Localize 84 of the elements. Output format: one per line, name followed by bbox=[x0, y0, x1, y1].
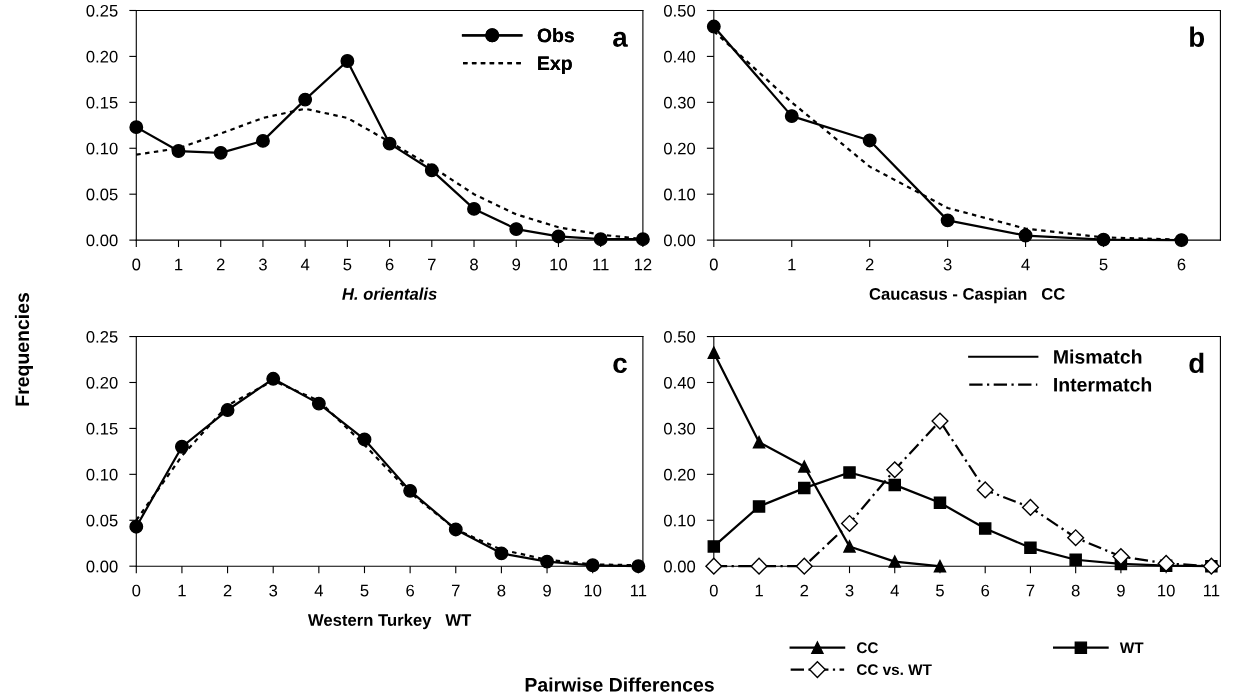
x-tick-label: 7 bbox=[428, 258, 436, 271]
y-tick-label: 0.00 bbox=[86, 234, 118, 247]
x-tick-label: 5 bbox=[343, 258, 352, 271]
legend-label: Obs bbox=[537, 27, 574, 43]
y-tick-label: 0.50 bbox=[663, 330, 696, 343]
chart-title: d bbox=[1189, 352, 1204, 374]
x-tick-label: 6 bbox=[385, 258, 394, 271]
x-axis-title: H. orientalis bbox=[342, 287, 437, 300]
chart-title: b bbox=[1190, 26, 1205, 47]
x-tick-label: 0 bbox=[132, 258, 141, 271]
legend-label: Exp bbox=[538, 56, 572, 74]
y-tick-label: 0.05 bbox=[86, 188, 118, 201]
x-tick-label: 4 bbox=[300, 258, 310, 271]
x-tick-label: 9 bbox=[543, 584, 551, 597]
y-tick-label: 0.05 bbox=[86, 514, 118, 527]
x-tick-label: 11 bbox=[1203, 584, 1220, 597]
y-tick-label: 0.20 bbox=[86, 376, 118, 389]
x-tick-label: 1 bbox=[755, 584, 763, 597]
x-tick-label: 3 bbox=[258, 258, 267, 271]
x-tick-label: 8 bbox=[1071, 584, 1080, 597]
legend-label: CC vs. WT bbox=[856, 664, 932, 676]
x-tick-label: 11 bbox=[593, 258, 609, 271]
x-tick-label: 6 bbox=[406, 584, 415, 597]
y-tick-label: 0.40 bbox=[663, 50, 696, 63]
x-tick-label: 1 bbox=[175, 258, 183, 271]
y-tick-label: 0.25 bbox=[86, 330, 118, 343]
x-tick-label: 2 bbox=[865, 258, 874, 271]
x-tick-label: 0 bbox=[709, 584, 718, 597]
text: c bbox=[613, 357, 627, 374]
x-tick-label: 4 bbox=[314, 584, 323, 597]
x-axis-title: Caucasus - Caspian CC bbox=[869, 287, 1065, 304]
x-axis-title: Western Turkey WT bbox=[307, 613, 472, 630]
x-tick-label: 0 bbox=[709, 258, 718, 271]
y-tick-label: 0.20 bbox=[86, 50, 118, 63]
x-tick-label: 5 bbox=[360, 584, 369, 597]
x-tick-label: 6 bbox=[981, 584, 990, 597]
x-tick-label: 2 bbox=[223, 584, 232, 597]
y-tick-label: 0.20 bbox=[663, 142, 696, 155]
x-tick-label: 12 bbox=[634, 258, 652, 271]
legend-label: WT bbox=[1119, 642, 1144, 654]
y-tick-label: 0.20 bbox=[663, 468, 696, 481]
x-tick-label: 5 bbox=[936, 584, 944, 597]
y-tick-label: 0.40 bbox=[663, 376, 696, 389]
x-tick-label: 3 bbox=[845, 584, 854, 597]
y-tick-label: 0.00 bbox=[663, 560, 696, 573]
y-tick-label: 0.00 bbox=[86, 560, 118, 573]
y-tick-label: 0.10 bbox=[663, 514, 696, 527]
x-tick-label: 11 bbox=[630, 584, 647, 597]
y-tick-label: 0.00 bbox=[663, 234, 696, 247]
x-tick-label: 3 bbox=[943, 258, 952, 271]
y-tick-label: 0.10 bbox=[663, 188, 696, 201]
y-tick-label: 0.15 bbox=[86, 96, 118, 109]
x-tick-label: 1 bbox=[788, 258, 796, 271]
annotation: Mismatch bbox=[1054, 349, 1142, 364]
y-tick-label: 0.10 bbox=[86, 468, 118, 481]
x-tick-label: 1 bbox=[178, 584, 186, 597]
x-tick-label: 7 bbox=[1026, 584, 1035, 597]
y-tick-label: 0.50 bbox=[663, 4, 696, 17]
y-tick-label: 0.30 bbox=[663, 422, 696, 435]
x-tick-label: 9 bbox=[512, 258, 521, 271]
x-tick-label: 8 bbox=[497, 584, 506, 597]
x-tick-label: 7 bbox=[451, 584, 460, 597]
x-tick-label: 10 bbox=[550, 258, 568, 271]
x-tick-label: 6 bbox=[1177, 258, 1186, 271]
y-axis-title: Frequencies bbox=[14, 293, 33, 406]
x-tick-label: 2 bbox=[800, 584, 809, 597]
x-tick-label: 2 bbox=[216, 258, 225, 271]
y-tick-label: 0.30 bbox=[663, 96, 696, 109]
text: a bbox=[613, 31, 628, 47]
x-tick-label: 9 bbox=[1117, 584, 1125, 597]
x-tick-label: 10 bbox=[584, 584, 602, 597]
x-tick-label: 4 bbox=[890, 584, 899, 597]
annotation: Intermatch bbox=[1054, 377, 1152, 392]
y-tick-label: 0.25 bbox=[86, 4, 118, 17]
x-tick-label: 3 bbox=[269, 584, 278, 597]
x-tick-label: 5 bbox=[1099, 258, 1108, 271]
y-tick-label: 0.10 bbox=[86, 142, 118, 155]
y-tick-label: 0.15 bbox=[86, 422, 118, 435]
x-tick-label: 4 bbox=[1021, 258, 1030, 271]
x-tick-label: 8 bbox=[470, 258, 478, 271]
x-tick-label: 10 bbox=[1158, 584, 1175, 597]
x-axis-title: Pairwise Differences bbox=[525, 677, 714, 692]
x-tick-label: 0 bbox=[132, 584, 141, 597]
legend-label: CC bbox=[856, 642, 878, 654]
